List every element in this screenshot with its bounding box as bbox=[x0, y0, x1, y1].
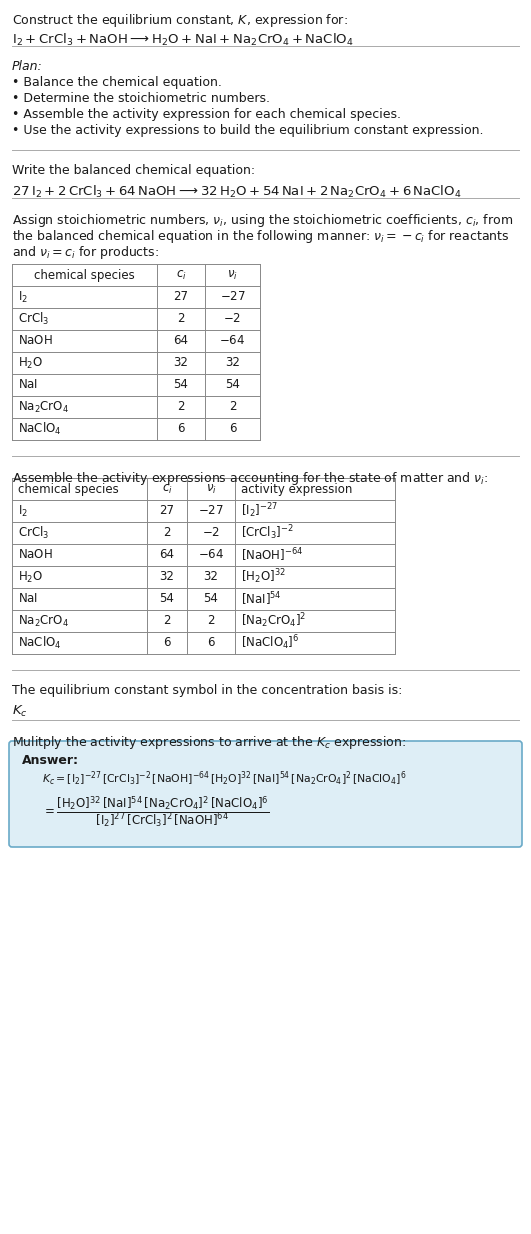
Text: 6: 6 bbox=[163, 637, 171, 649]
Text: $\mathrm{H_2O}$: $\mathrm{H_2O}$ bbox=[18, 355, 43, 370]
Text: $\mathrm{H_2O}$: $\mathrm{H_2O}$ bbox=[18, 569, 43, 585]
Text: $[\mathrm{NaOH}]^{-64}$: $[\mathrm{NaOH}]^{-64}$ bbox=[241, 547, 303, 564]
Text: $\mathrm{NaOH}$: $\mathrm{NaOH}$ bbox=[18, 334, 53, 348]
Text: $-64$: $-64$ bbox=[198, 548, 224, 561]
Text: $-64$: $-64$ bbox=[219, 334, 245, 348]
Text: $c_i$: $c_i$ bbox=[161, 482, 173, 496]
Text: chemical species: chemical species bbox=[34, 269, 135, 281]
Text: $\mathrm{CrCl_3}$: $\mathrm{CrCl_3}$ bbox=[18, 524, 49, 540]
Text: $= \dfrac{[\mathrm{H_2O}]^{32}\,[\mathrm{NaI}]^{54}\,[\mathrm{Na_2CrO_4}]^{2}\,[: $= \dfrac{[\mathrm{H_2O}]^{32}\,[\mathrm… bbox=[42, 793, 269, 829]
Text: $27\,\mathrm{I_2} + 2\,\mathrm{CrCl_3} + 64\,\mathrm{NaOH} \longrightarrow 32\,\: $27\,\mathrm{I_2} + 2\,\mathrm{CrCl_3} +… bbox=[12, 184, 461, 200]
Text: • Use the activity expressions to build the equilibrium constant expression.: • Use the activity expressions to build … bbox=[12, 123, 484, 137]
Text: $\mathrm{I_2 + CrCl_3 + NaOH \longrightarrow H_2O + NaI + Na_2CrO_4 + NaClO_4}$: $\mathrm{I_2 + CrCl_3 + NaOH \longrighta… bbox=[12, 32, 354, 48]
Text: $K_c$: $K_c$ bbox=[12, 705, 28, 719]
Text: 54: 54 bbox=[159, 592, 175, 606]
Text: $\mathrm{Na_2CrO_4}$: $\mathrm{Na_2CrO_4}$ bbox=[18, 613, 69, 628]
Text: Construct the equilibrium constant, $K$, expression for:: Construct the equilibrium constant, $K$,… bbox=[12, 12, 348, 30]
Text: • Assemble the activity expression for each chemical species.: • Assemble the activity expression for e… bbox=[12, 109, 401, 121]
Text: $\mathrm{I_2}$: $\mathrm{I_2}$ bbox=[18, 503, 28, 518]
Text: $[\mathrm{Na_2CrO_4}]^{2}$: $[\mathrm{Na_2CrO_4}]^{2}$ bbox=[241, 612, 306, 631]
Text: $[\mathrm{H_2O}]^{32}$: $[\mathrm{H_2O}]^{32}$ bbox=[241, 568, 286, 586]
Text: Assemble the activity expressions accounting for the state of matter and $\nu_i$: Assemble the activity expressions accoun… bbox=[12, 470, 489, 487]
Text: • Determine the stoichiometric numbers.: • Determine the stoichiometric numbers. bbox=[12, 93, 270, 105]
Text: Plan:: Plan: bbox=[12, 60, 43, 73]
Text: $K_c = [\mathrm{I_2}]^{-27}\,[\mathrm{CrCl_3}]^{-2}\,[\mathrm{NaOH}]^{-64}\,[\ma: $K_c = [\mathrm{I_2}]^{-27}\,[\mathrm{Cr… bbox=[42, 770, 406, 789]
Text: • Balance the chemical equation.: • Balance the chemical equation. bbox=[12, 77, 222, 89]
Text: 64: 64 bbox=[174, 334, 189, 348]
Text: 6: 6 bbox=[207, 637, 215, 649]
Text: $\mathrm{NaI}$: $\mathrm{NaI}$ bbox=[18, 592, 38, 606]
Text: chemical species: chemical species bbox=[18, 482, 119, 496]
FancyBboxPatch shape bbox=[9, 740, 522, 847]
Text: 27: 27 bbox=[174, 290, 189, 304]
Text: $\nu_i$: $\nu_i$ bbox=[205, 482, 217, 496]
Text: Assign stoichiometric numbers, $\nu_i$, using the stoichiometric coefficients, $: Assign stoichiometric numbers, $\nu_i$, … bbox=[12, 212, 513, 230]
Text: $[\mathrm{NaI}]^{54}$: $[\mathrm{NaI}]^{54}$ bbox=[241, 590, 282, 608]
Text: $\mathrm{NaI}$: $\mathrm{NaI}$ bbox=[18, 379, 38, 391]
Text: 32: 32 bbox=[159, 570, 175, 584]
Text: $\mathrm{CrCl_3}$: $\mathrm{CrCl_3}$ bbox=[18, 311, 49, 327]
Text: 6: 6 bbox=[177, 422, 185, 436]
Text: $\mathrm{Na_2CrO_4}$: $\mathrm{Na_2CrO_4}$ bbox=[18, 400, 69, 415]
Text: Answer:: Answer: bbox=[22, 754, 79, 768]
Text: $\mathrm{NaClO_4}$: $\mathrm{NaClO_4}$ bbox=[18, 636, 62, 652]
Text: $\mathrm{NaClO_4}$: $\mathrm{NaClO_4}$ bbox=[18, 421, 62, 437]
Text: $[\mathrm{CrCl_3}]^{-2}$: $[\mathrm{CrCl_3}]^{-2}$ bbox=[241, 523, 294, 543]
Text: $\mathrm{I_2}$: $\mathrm{I_2}$ bbox=[18, 290, 28, 305]
Text: Write the balanced chemical equation:: Write the balanced chemical equation: bbox=[12, 164, 255, 176]
Text: $-2$: $-2$ bbox=[202, 527, 220, 539]
Text: $\nu_i$: $\nu_i$ bbox=[227, 269, 238, 281]
Text: $[\mathrm{NaClO_4}]^{6}$: $[\mathrm{NaClO_4}]^{6}$ bbox=[241, 633, 299, 653]
Text: the balanced chemical equation in the following manner: $\nu_i = -c_i$ for react: the balanced chemical equation in the fo… bbox=[12, 228, 509, 246]
Text: 32: 32 bbox=[174, 357, 189, 369]
Text: 32: 32 bbox=[225, 357, 240, 369]
Text: 2: 2 bbox=[163, 615, 171, 628]
Text: 2: 2 bbox=[177, 312, 185, 326]
Text: $c_i$: $c_i$ bbox=[176, 269, 186, 281]
Text: 27: 27 bbox=[159, 505, 175, 517]
Text: 2: 2 bbox=[229, 401, 236, 413]
Text: The equilibrium constant symbol in the concentration basis is:: The equilibrium constant symbol in the c… bbox=[12, 684, 402, 697]
Text: 54: 54 bbox=[203, 592, 218, 606]
Text: $-2$: $-2$ bbox=[224, 312, 242, 326]
Text: 64: 64 bbox=[159, 548, 175, 561]
Text: 2: 2 bbox=[207, 615, 215, 628]
Text: 54: 54 bbox=[174, 379, 189, 391]
Text: Mulitply the activity expressions to arrive at the $K_c$ expression:: Mulitply the activity expressions to arr… bbox=[12, 734, 406, 752]
Text: $[\mathrm{I_2}]^{-27}$: $[\mathrm{I_2}]^{-27}$ bbox=[241, 502, 278, 521]
Text: $\mathrm{NaOH}$: $\mathrm{NaOH}$ bbox=[18, 548, 53, 561]
Text: $-27$: $-27$ bbox=[220, 290, 245, 304]
Text: 2: 2 bbox=[163, 527, 171, 539]
Text: 54: 54 bbox=[225, 379, 240, 391]
Text: 32: 32 bbox=[203, 570, 218, 584]
Text: activity expression: activity expression bbox=[241, 482, 353, 496]
Text: and $\nu_i = c_i$ for products:: and $\nu_i = c_i$ for products: bbox=[12, 244, 159, 262]
Text: 6: 6 bbox=[229, 422, 236, 436]
Text: $-27$: $-27$ bbox=[198, 505, 224, 517]
Text: 2: 2 bbox=[177, 401, 185, 413]
